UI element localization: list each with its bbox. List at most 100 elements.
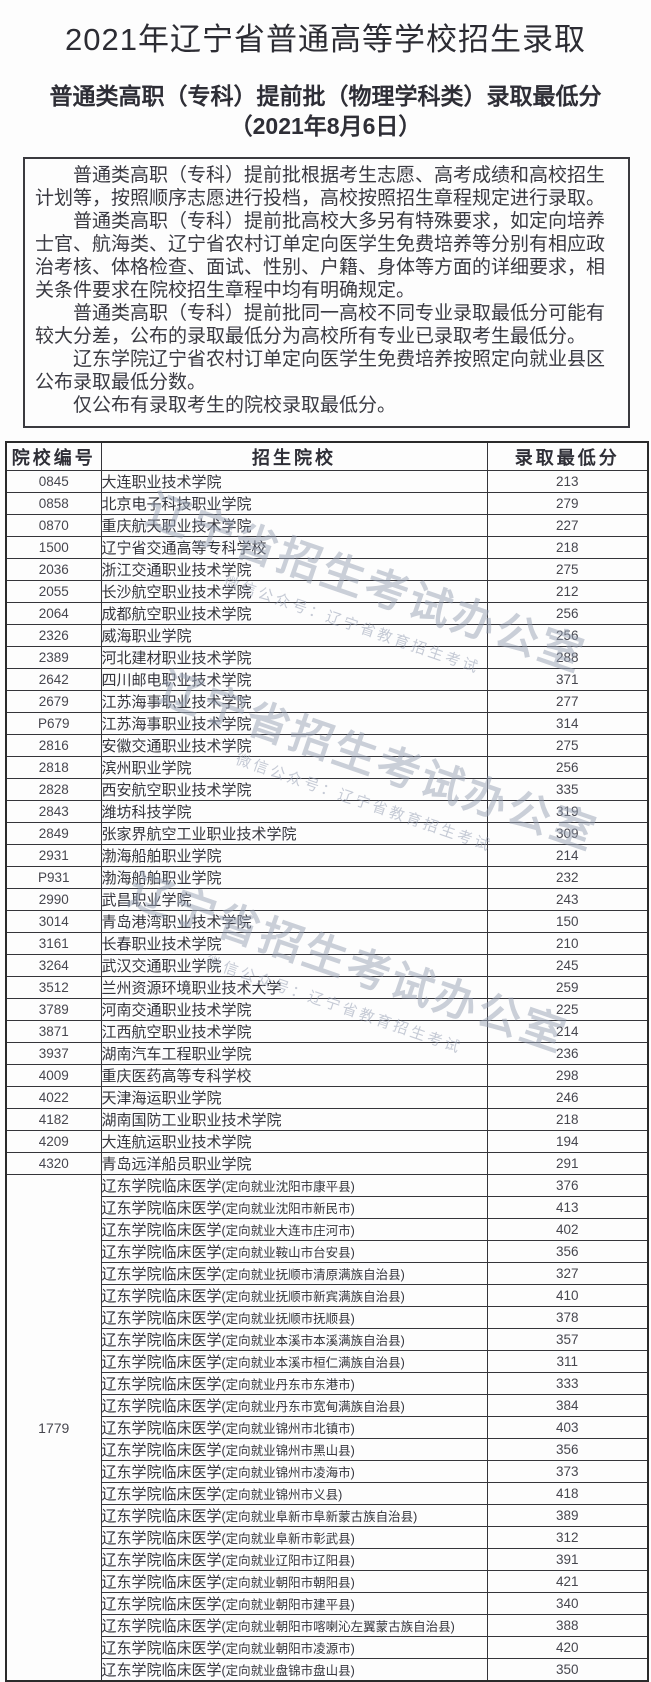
cell-school: 辽东学院临床医学(定向就业鞍山市台安县) bbox=[100, 1240, 488, 1263]
cell-score: 376 bbox=[486, 1174, 649, 1197]
cell-score: 314 bbox=[486, 712, 649, 735]
cell-code: 2849 bbox=[5, 822, 102, 845]
table-row: 2990 武昌职业学院 243 bbox=[5, 888, 649, 911]
table-row: 2816 安徽交通职业技术学院 275 bbox=[5, 734, 649, 757]
cell-school: 张家界航空工业职业技术学院 bbox=[100, 822, 488, 845]
cell-school: 辽东学院临床医学(定向就业丹东市东港市) bbox=[100, 1372, 488, 1395]
table-row: 3789 河南交通职业技术学院 225 bbox=[5, 998, 649, 1021]
cell-school: 辽东学院临床医学(定向就业抚顺市新宾满族自治县) bbox=[100, 1284, 488, 1307]
table-row: 辽东学院临床医学(定向就业鞍山市台安县) 356 bbox=[6, 1240, 649, 1263]
table-header-row: 院校编号 招生院校 录取最低分 bbox=[5, 441, 649, 471]
cell-code: P931 bbox=[5, 866, 102, 889]
cell-school: 辽东学院临床医学(定向就业盘锦市盘山县) bbox=[100, 1658, 488, 1682]
table-row: 辽东学院临床医学(定向就业锦州市凌海市) 373 bbox=[6, 1460, 649, 1483]
table-row: 2036 浙江交通职业技术学院 275 bbox=[5, 558, 649, 581]
cell-score: 243 bbox=[486, 888, 649, 911]
table-row: 辽东学院临床医学(定向就业朝阳市建平县) 340 bbox=[6, 1592, 649, 1615]
cell-school: 威海职业学院 bbox=[100, 624, 488, 647]
table-row: 2679 江苏海事职业技术学院 277 bbox=[5, 690, 649, 713]
table-row: 2828 西安航空职业技术学院 335 bbox=[5, 778, 649, 801]
table-row: 辽东学院临床医学(定向就业抚顺市清原满族自治县) 327 bbox=[6, 1262, 649, 1285]
cell-school: 辽东学院临床医学(定向就业朝阳市喀喇沁左翼蒙古族自治县) bbox=[100, 1614, 488, 1637]
notice-paragraph: 普通类高职（专科）提前批同一高校不同专业录取最低分可能有较大分差，公布的录取最低… bbox=[35, 303, 606, 347]
table-row: 4209 大连航运职业技术学院 194 bbox=[5, 1130, 649, 1153]
table-row: 3871 江西航空职业技术学院 214 bbox=[5, 1020, 649, 1043]
cell-school: 辽东学院临床医学(定向就业朝阳市建平县) bbox=[100, 1592, 488, 1615]
table-row: 1779 辽东学院临床医学(定向就业沈阳市康平县) 376 bbox=[5, 1174, 649, 1682]
cell-code: 1500 bbox=[5, 536, 102, 559]
table-row: 辽东学院临床医学(定向就业沈阳市新民市) 413 bbox=[6, 1196, 649, 1219]
cell-school: 四川邮电职业技术学院 bbox=[100, 668, 488, 691]
cell-score: 327 bbox=[486, 1262, 649, 1285]
cell-score: 356 bbox=[486, 1438, 649, 1461]
cell-school: 辽东学院临床医学(定向就业本溪市桓仁满族自治县) bbox=[100, 1350, 488, 1373]
table-row: 辽东学院临床医学(定向就业抚顺市抚顺县) 378 bbox=[6, 1306, 649, 1329]
page-title: 2021年辽宁省普通高等学校招生录取 bbox=[65, 22, 586, 57]
cell-score: 291 bbox=[486, 1152, 649, 1175]
cell-code: 3014 bbox=[5, 910, 102, 933]
cell-code: 3512 bbox=[5, 976, 102, 999]
table-row: 辽东学院临床医学(定向就业阜新市阜新蒙古族自治县) 389 bbox=[6, 1504, 649, 1527]
cell-school: 大连职业技术学院 bbox=[100, 470, 488, 493]
table-row: 辽东学院临床医学(定向就业锦州市黑山县) 356 bbox=[6, 1438, 649, 1461]
cell-score: 236 bbox=[486, 1042, 649, 1065]
cell-score: 256 bbox=[486, 756, 649, 779]
cell-score: 391 bbox=[486, 1548, 649, 1571]
col-header-school: 招生院校 bbox=[100, 441, 488, 471]
cell-score: 212 bbox=[486, 580, 649, 603]
cell-school: 渤海船舶职业学院 bbox=[100, 866, 488, 889]
cell-code: 2326 bbox=[5, 624, 102, 647]
notice-paragraph: 普通类高职（专科）提前批根据考生志愿、高考成绩和高校招生计划等，按照顺序志愿进行… bbox=[35, 165, 606, 209]
cell-code: 2036 bbox=[5, 558, 102, 581]
cell-school: 潍坊科技学院 bbox=[100, 800, 488, 823]
notice-box: 普通类高职（专科）提前批根据考生志愿、高考成绩和高校招生计划等，按照顺序志愿进行… bbox=[23, 157, 630, 428]
cell-score: 403 bbox=[486, 1416, 649, 1439]
cell-score: 420 bbox=[486, 1636, 649, 1659]
subtitle-line-1: 普通类高职（专科）提前批（物理学科类）录取最低分 bbox=[49, 83, 602, 109]
cell-school: 辽宁省交通高等专科学校 bbox=[100, 536, 488, 559]
cell-score: 210 bbox=[486, 932, 649, 955]
cell-code: 2828 bbox=[5, 778, 102, 801]
cell-code: 4182 bbox=[5, 1108, 102, 1131]
cell-code: 2816 bbox=[5, 734, 102, 757]
cell-score: 256 bbox=[486, 602, 649, 625]
col-header-score: 录取最低分 bbox=[486, 441, 649, 471]
cell-code: 2843 bbox=[5, 800, 102, 823]
cell-school: 成都航空职业技术学院 bbox=[100, 602, 488, 625]
table-row: 2055 长沙航空职业技术学院 212 bbox=[5, 580, 649, 603]
table-row: 3161 长春职业技术学院 210 bbox=[5, 932, 649, 955]
cell-score: 378 bbox=[486, 1306, 649, 1329]
cell-school: 浙江交通职业技术学院 bbox=[100, 558, 488, 581]
table-row: 辽东学院临床医学(定向就业本溪市桓仁满族自治县) 311 bbox=[6, 1350, 649, 1373]
cell-code: 3161 bbox=[5, 932, 102, 955]
table-row: 辽东学院临床医学(定向就业朝阳市凌源市) 420 bbox=[6, 1636, 649, 1659]
table-row: 3264 武汉交通职业学院 245 bbox=[5, 954, 649, 977]
cell-score: 232 bbox=[486, 866, 649, 889]
table-row: 4182 湖南国防工业职业技术学院 218 bbox=[5, 1108, 649, 1131]
cell-score: 218 bbox=[486, 536, 649, 559]
subtitle-line-2: （2021年8月6日） bbox=[229, 113, 422, 139]
table-row: 辽东学院临床医学(定向就业丹东市东港市) 333 bbox=[6, 1372, 649, 1395]
cell-score: 150 bbox=[486, 910, 649, 933]
cell-score: 213 bbox=[486, 470, 649, 493]
table-row: 2642 四川邮电职业技术学院 371 bbox=[5, 668, 649, 691]
table-row: 辽东学院临床医学(定向就业朝阳市喀喇沁左翼蒙古族自治县) 388 bbox=[6, 1614, 649, 1637]
cell-school: 河北建材职业技术学院 bbox=[100, 646, 488, 669]
cell-school: 天津海运职业学院 bbox=[100, 1086, 488, 1109]
table-row: 辽东学院临床医学(定向就业本溪市本溪满族自治县) 357 bbox=[6, 1328, 649, 1351]
cell-score: 389 bbox=[486, 1504, 649, 1527]
cell-score: 410 bbox=[486, 1284, 649, 1307]
cell-school: 辽东学院临床医学(定向就业锦州市义县) bbox=[100, 1482, 488, 1505]
cell-code: P679 bbox=[5, 712, 102, 735]
cell-school: 辽东学院临床医学(定向就业锦州市凌海市) bbox=[100, 1460, 488, 1483]
cell-score: 421 bbox=[486, 1570, 649, 1593]
cell-score: 413 bbox=[486, 1196, 649, 1219]
cell-score: 275 bbox=[486, 734, 649, 757]
cell-score: 402 bbox=[486, 1218, 649, 1241]
scores-table: 院校编号 招生院校 录取最低分 0845 大连职业技术学院 213 0858 北京电子科… bbox=[5, 441, 649, 1682]
cell-school: 辽东学院临床医学(定向就业阜新市彰武县) bbox=[100, 1526, 488, 1549]
cell-school: 重庆航天职业技术学院 bbox=[100, 514, 488, 537]
table-row: 辽东学院临床医学(定向就业锦州市义县) 418 bbox=[6, 1482, 649, 1505]
cell-code: 3871 bbox=[5, 1020, 102, 1043]
table-row: 3937 湖南汽车工程职业学院 236 bbox=[5, 1042, 649, 1065]
